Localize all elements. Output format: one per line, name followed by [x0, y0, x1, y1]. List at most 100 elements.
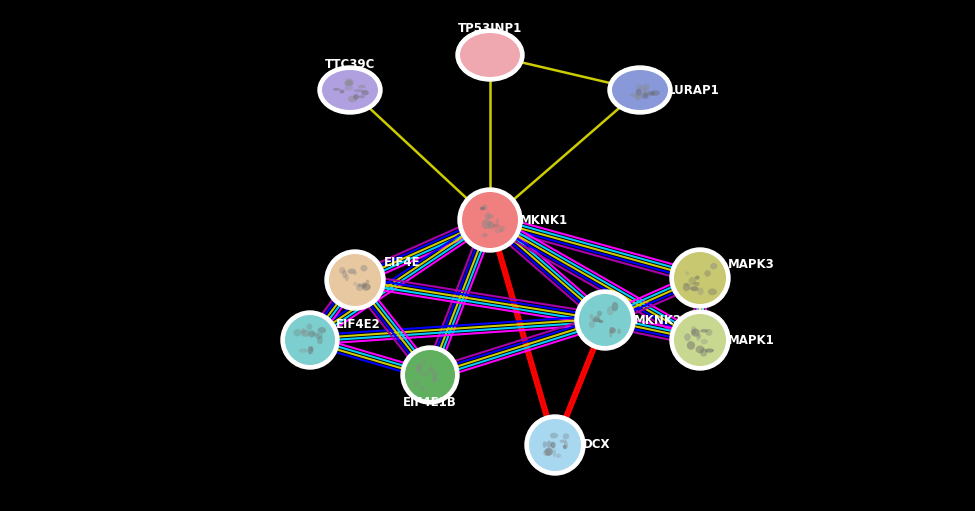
Ellipse shape [670, 310, 730, 370]
Ellipse shape [329, 254, 381, 306]
Ellipse shape [460, 33, 520, 77]
Ellipse shape [609, 327, 614, 334]
Ellipse shape [339, 89, 344, 94]
Ellipse shape [556, 454, 562, 458]
Text: EIF4E1B: EIF4E1B [403, 397, 457, 409]
Ellipse shape [674, 252, 726, 304]
Ellipse shape [318, 66, 382, 114]
Ellipse shape [686, 341, 695, 350]
Ellipse shape [525, 415, 585, 475]
Ellipse shape [348, 96, 357, 103]
Ellipse shape [593, 318, 601, 322]
Ellipse shape [356, 284, 364, 291]
Ellipse shape [696, 334, 700, 341]
Ellipse shape [684, 263, 716, 294]
Ellipse shape [311, 332, 319, 336]
Ellipse shape [420, 371, 429, 377]
Ellipse shape [345, 79, 352, 82]
Ellipse shape [700, 329, 708, 333]
Ellipse shape [682, 283, 689, 291]
Ellipse shape [412, 380, 420, 387]
Ellipse shape [539, 429, 570, 460]
Ellipse shape [401, 346, 459, 404]
Ellipse shape [630, 94, 637, 97]
Ellipse shape [473, 203, 507, 237]
Ellipse shape [594, 316, 600, 319]
Text: TP53INP1: TP53INP1 [458, 21, 523, 35]
Ellipse shape [691, 329, 700, 337]
Ellipse shape [332, 88, 340, 91]
Ellipse shape [339, 267, 345, 274]
Ellipse shape [553, 449, 556, 457]
Ellipse shape [308, 330, 315, 338]
Ellipse shape [420, 386, 424, 391]
Ellipse shape [599, 320, 604, 323]
Ellipse shape [597, 311, 603, 316]
Ellipse shape [353, 271, 357, 275]
Ellipse shape [354, 89, 364, 92]
Text: DCX: DCX [583, 438, 610, 452]
Ellipse shape [606, 306, 614, 315]
Text: EIF4E2: EIF4E2 [336, 318, 381, 332]
Ellipse shape [640, 86, 646, 92]
Ellipse shape [333, 78, 367, 102]
Ellipse shape [651, 90, 660, 96]
Ellipse shape [647, 91, 655, 96]
Ellipse shape [684, 324, 716, 356]
Ellipse shape [704, 270, 711, 276]
Ellipse shape [642, 93, 648, 99]
Ellipse shape [348, 269, 356, 274]
Ellipse shape [529, 419, 581, 471]
Ellipse shape [344, 81, 353, 86]
Ellipse shape [359, 95, 365, 98]
Ellipse shape [358, 85, 366, 88]
Text: MAPK1: MAPK1 [728, 334, 775, 346]
Ellipse shape [482, 219, 491, 229]
Ellipse shape [301, 330, 310, 337]
Ellipse shape [344, 85, 353, 91]
Ellipse shape [691, 326, 696, 335]
Ellipse shape [429, 364, 434, 371]
Ellipse shape [685, 271, 689, 275]
Ellipse shape [295, 325, 325, 355]
Ellipse shape [423, 357, 427, 366]
Text: MAPK3: MAPK3 [728, 259, 775, 271]
Ellipse shape [636, 96, 641, 101]
Ellipse shape [318, 327, 326, 334]
Ellipse shape [281, 311, 339, 369]
Ellipse shape [499, 226, 505, 232]
Ellipse shape [579, 294, 631, 346]
Ellipse shape [609, 329, 612, 338]
Ellipse shape [310, 346, 314, 352]
Ellipse shape [415, 360, 445, 390]
Ellipse shape [706, 329, 713, 336]
Ellipse shape [293, 329, 301, 336]
Ellipse shape [428, 368, 435, 372]
Ellipse shape [710, 263, 718, 269]
Ellipse shape [612, 70, 668, 110]
Ellipse shape [285, 315, 335, 365]
Ellipse shape [433, 371, 437, 380]
Ellipse shape [492, 224, 499, 228]
Ellipse shape [609, 327, 616, 334]
Ellipse shape [543, 442, 546, 448]
Ellipse shape [486, 222, 493, 227]
Ellipse shape [482, 204, 487, 210]
Ellipse shape [339, 264, 370, 295]
Ellipse shape [495, 218, 499, 224]
Ellipse shape [636, 89, 642, 96]
Ellipse shape [433, 373, 438, 379]
Ellipse shape [708, 288, 717, 295]
Ellipse shape [315, 333, 323, 339]
Ellipse shape [636, 84, 642, 90]
Ellipse shape [608, 66, 672, 114]
Ellipse shape [644, 91, 647, 98]
Ellipse shape [362, 90, 369, 96]
Ellipse shape [700, 348, 707, 357]
Ellipse shape [322, 70, 378, 110]
Ellipse shape [551, 442, 556, 449]
Ellipse shape [643, 84, 649, 90]
Text: LURAP1: LURAP1 [668, 83, 720, 97]
Ellipse shape [543, 449, 551, 456]
Ellipse shape [488, 214, 494, 219]
